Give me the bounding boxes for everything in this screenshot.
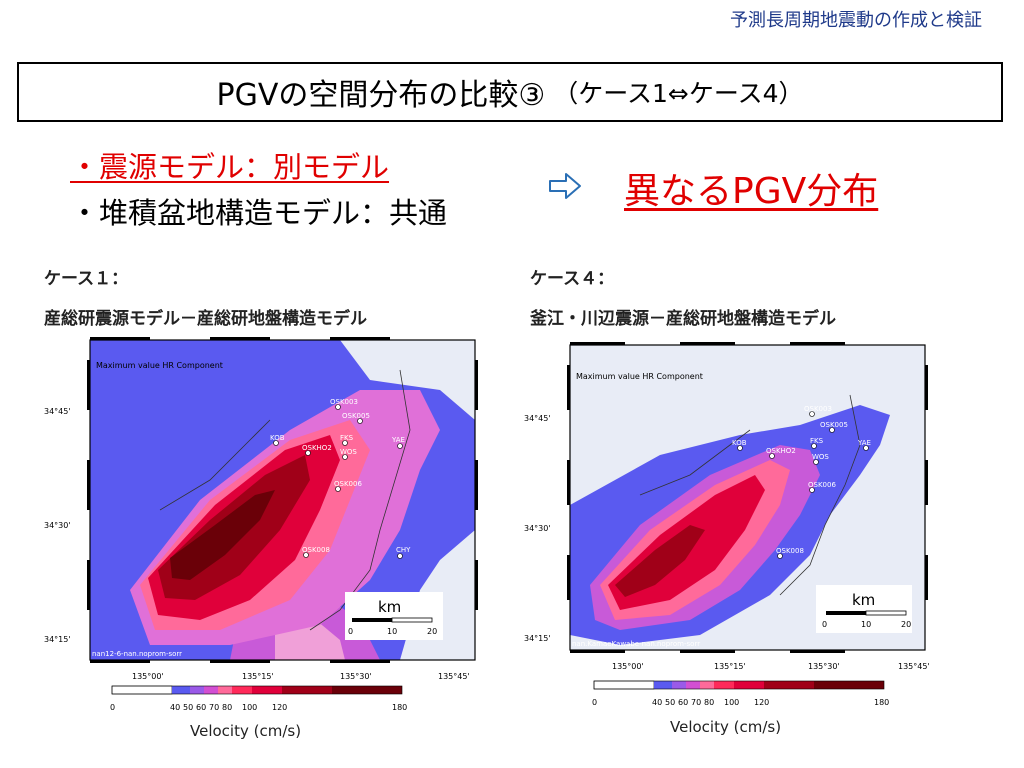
case1-colorbar-label: Velocity (cm/s) [190,722,302,740]
station-label: OSKHO2 [302,444,332,452]
colorbar-tick: 100 [724,698,739,707]
title-main: PGVの空間分布の比較③ [216,78,546,113]
right-arrow-icon [549,173,581,199]
colorbar-tick: 100 [242,703,257,712]
result-text: 異なるPGV分布 [624,171,879,212]
lon-tick: 135°15' [242,672,274,681]
station-label: OSK006 [334,480,362,488]
colorbar-tick: 0 [110,703,115,712]
lon-tick: 135°30' [340,672,372,681]
lat-tick: 34°15' [44,635,71,644]
colorbar [111,685,403,695]
colorbar-tick: 180 [392,703,407,712]
scale-tick: 0 [348,627,353,636]
colorbar-tick: 70 [209,703,219,712]
colorbar-tick: 80 [704,698,714,707]
station-label: WOS [812,453,829,461]
colorbar-tick: 60 [678,698,688,707]
source-model-condition: ・震源モデル：別モデル [70,150,390,184]
map-footer: nan12-6-nan.noprom-sorr [92,650,182,658]
station-label: OSK008 [776,547,804,555]
station-label: YAE [391,436,405,444]
station-label: FKS [340,434,354,442]
scale-tick: 10 [861,620,871,629]
title-sub: （ケース1⇔ケース4） [553,79,804,108]
scale-tick: 20 [901,620,911,629]
colorbar-tick: 40 [652,698,662,707]
colorbar-tick: 70 [691,698,701,707]
lon-tick: 135°45' [898,662,930,671]
colorbar-tick: 50 [665,698,675,707]
case1-model: 産総研震源モデル－産総研地盤構造モデル [44,309,367,329]
case4-colorbar-label: Velocity (cm/s) [670,718,782,736]
header-note: 予測長周期地震動の作成と検証 [730,10,982,31]
station-label: OSK005 [342,412,370,420]
station-label: OSK005 [820,421,848,429]
scale-unit: km [852,591,875,609]
station-label: WOS [340,448,357,456]
station-label: KOB [270,434,285,442]
lon-tick: 135°45' [438,672,470,681]
colorbar-tick: 120 [272,703,287,712]
station-label: OSK003 [330,398,358,406]
colorbar-tick: 60 [196,703,206,712]
colorbar-tick: 180 [874,698,889,707]
map-title: Maximum value HR Component [96,361,223,370]
colorbar [593,680,885,690]
case1-pgv-map: Maximum value HR Component 34°45' 34°30'… [44,337,478,712]
case4-label: ケース４： [530,269,615,289]
station-label: OSK006 [808,481,836,489]
slide-title: PGVの空間分布の比較③ （ケース1⇔ケース4） [17,62,1003,122]
lon-tick: 135°00' [612,662,644,671]
scale-box [816,585,912,633]
lon-tick: 135°00' [132,672,164,681]
scale-box [345,592,443,640]
lat-tick: 34°30' [44,521,71,530]
case4-model: 釜江・川辺震源－産総研地盤構造モデル [530,309,836,329]
lat-tick: 34°30' [524,524,551,533]
colorbar-tick: 120 [754,698,769,707]
station-label: OSK008 [302,546,330,554]
scale-unit: km [378,598,401,616]
scale-tick: 10 [387,627,397,636]
station-label: KOB [732,439,747,447]
case4-pgv-map: Maximum value HR Component 34°45' 34°30'… [524,342,930,707]
station-label: OSK003 [804,405,832,413]
station-label: CHY [396,546,411,554]
station-label: OSKHO2 [766,447,796,455]
scale-tick: 0 [822,620,827,629]
lat-tick: 34°45' [44,407,71,416]
lat-tick: 34°15' [524,634,551,643]
case1-label: ケース１： [44,269,129,289]
scale-tick: 20 [427,627,437,636]
lon-tick: 135°30' [808,662,840,671]
lat-tick: 34°45' [524,414,551,423]
colorbar-tick: 40 [170,703,180,712]
basin-model-condition: ・堆積盆地構造モデル：共通 [70,196,448,230]
lon-tick: 135°15' [714,662,746,671]
colorbar-tick: 80 [222,703,232,712]
station-label: FKS [810,437,824,445]
map-title: Maximum value HR Component [576,372,703,381]
map-footer: nan.KamaeKawabe-nan.noprom-sorr [572,640,700,648]
colorbar-tick: 0 [592,698,597,707]
colorbar-tick: 50 [183,703,193,712]
station-label: YAE [857,439,871,447]
